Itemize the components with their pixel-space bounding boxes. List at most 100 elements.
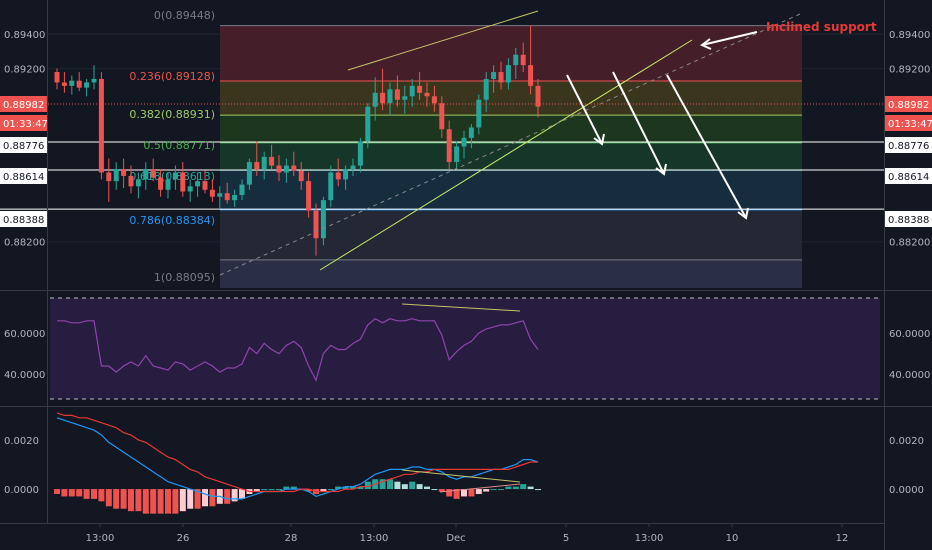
macd-histogram-bar: [357, 486, 364, 490]
macd-divergence-line[interactable]: [401, 469, 521, 483]
candle-body: [357, 141, 363, 166]
arrow-2[interactable]: [612, 71, 665, 175]
macd-histogram-bar: [387, 479, 393, 490]
right-price-tick-label: 0.88200: [889, 238, 930, 249]
left-price-tick-label: 0.89200: [4, 65, 45, 76]
macd-histogram-bar: [364, 481, 371, 490]
fib-zone: [220, 81, 802, 116]
candle-body: [187, 186, 193, 192]
arrow-3[interactable]: [666, 74, 747, 219]
left-price-tick-label: 0.88200: [4, 238, 45, 249]
macd-histogram-bar: [202, 489, 208, 507]
level-tag-bg: [0, 137, 47, 153]
macd-histogram-bar: [157, 489, 164, 514]
candle-body: [380, 92, 386, 104]
candle-body: [513, 54, 519, 66]
macd-histogram-bar: [187, 489, 194, 509]
macd-histogram-bar: [165, 489, 171, 514]
candle-body: [350, 165, 356, 170]
level-tag-bg: [885, 211, 932, 227]
candlestick-series: [54, 25, 541, 256]
candle-body: [180, 172, 186, 192]
macd-panel[interactable]: [54, 412, 541, 514]
macd-histogram-bar: [54, 489, 60, 494]
price-panel[interactable]: 0(0.89448) 0.236(0.89128) 0.382(0.88931)…: [0, 9, 884, 288]
time-tick-label: 10: [726, 533, 739, 544]
macd-histogram-bar: [394, 481, 401, 490]
fib-zone: [220, 25, 802, 82]
macd-histogram-bar: [535, 489, 541, 491]
time-tick-label: 13:00: [635, 533, 664, 544]
time-tick-label: 5: [563, 533, 569, 544]
arrow-1[interactable]: [566, 74, 603, 145]
macd-left-tick-label: 0.0000: [4, 485, 39, 496]
macd-histogram-bar: [290, 486, 297, 490]
candle-body: [498, 72, 504, 83]
macd-histogram-bar: [379, 479, 386, 490]
candle-body: [254, 162, 260, 170]
candle-body: [165, 179, 171, 190]
macd-histogram-bar: [268, 489, 275, 491]
time-tick-label: 13:00: [86, 533, 115, 544]
rsi-divergence-line[interactable]: [401, 303, 521, 312]
macd-right-tick-label: 0.0000: [889, 485, 924, 496]
candle-body: [283, 165, 289, 173]
macd-divergence-line-2[interactable]: [439, 483, 521, 493]
macd-histogram-bar: [416, 484, 423, 490]
countdown-tag-bg: [885, 115, 932, 131]
time-axis[interactable]: 13:00 26 28 13:00 Dec 5 13:00 10 12: [86, 523, 849, 544]
macd-histogram-bar: [453, 489, 460, 499]
candle-body: [335, 172, 341, 180]
arrow-3-head: [737, 207, 749, 220]
candle-body: [365, 106, 371, 142]
label-pointer-arrow[interactable]: [701, 31, 758, 46]
macd-histogram-bar: [409, 481, 416, 490]
fibonacci-retracement[interactable]: [0, 25, 884, 288]
candle-body: [446, 129, 452, 163]
price-axis[interactable]: 0.89400 0.89400 0.89200 0.89200 0.88200 0.882…: [4, 30, 930, 496]
fib-zone: [220, 142, 802, 171]
inclined-support-line[interactable]: [319, 39, 693, 271]
time-tick-label: 12: [836, 533, 849, 544]
candle-body: [217, 193, 223, 197]
candle-body: [239, 184, 245, 195]
candle-body: [202, 181, 208, 190]
rsi-panel[interactable]: [50, 297, 880, 400]
upper-channel-line[interactable]: [347, 10, 539, 71]
arrow-2-head: [655, 163, 667, 176]
macd-histogram-bar: [498, 489, 504, 491]
label-pointer-arrow-head: [700, 38, 712, 50]
macd-histogram-bar: [468, 489, 475, 497]
fib-label-0382: 0.382(0.88931): [129, 108, 215, 121]
candle-body: [135, 179, 141, 187]
candle-body: [439, 103, 445, 130]
level-tag-bg: [885, 168, 932, 184]
fib-zone: [220, 209, 802, 260]
macd-histogram-bar: [424, 486, 430, 490]
candle-body: [298, 170, 304, 182]
candle-body: [276, 165, 282, 173]
macd-histogram-bar: [239, 489, 245, 499]
trend-drawings[interactable]: Inclined support: [219, 10, 877, 276]
rsi-line: [57, 317, 539, 382]
fib-label-05: 0.5(0.88771): [143, 139, 215, 152]
level-tag-bg: [0, 168, 47, 184]
time-tick-label: 13:00: [360, 533, 389, 544]
right-price-tick-label: 0.89200: [889, 65, 930, 76]
macd-histogram-bar: [261, 489, 268, 491]
level-tag-bg: [0, 211, 47, 227]
candle-body: [172, 172, 178, 180]
projected-support-dashed: [219, 13, 801, 276]
candle-body: [150, 169, 156, 178]
candle-body: [343, 169, 349, 180]
macd-histogram-bar: [305, 489, 312, 492]
macd-histogram-bar: [91, 489, 97, 499]
fib-zone: [220, 115, 802, 143]
rsi-band-fill: [50, 298, 880, 399]
level-tag: 0.88388: [3, 215, 44, 226]
macd-histogram-bar: [461, 489, 467, 497]
candle-body: [431, 96, 437, 104]
candle-body: [158, 177, 164, 190]
candle-body: [491, 72, 497, 79]
